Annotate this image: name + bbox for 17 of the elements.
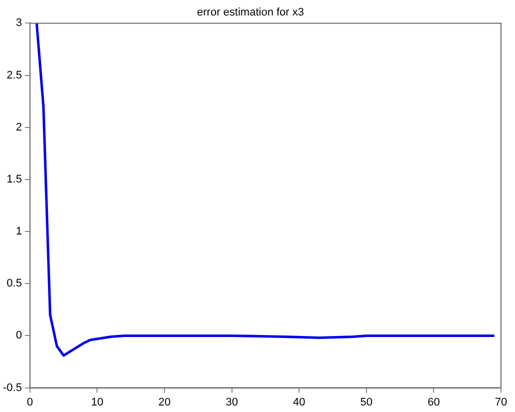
x-tick-label: 30 bbox=[226, 396, 238, 408]
y-tick-label: 3 bbox=[16, 17, 22, 30]
y-tick-label: 0.5 bbox=[6, 278, 22, 290]
y-tick-label: 2 bbox=[16, 121, 22, 134]
x-tick-label: 50 bbox=[360, 396, 373, 408]
y-tick-label: 2.5 bbox=[6, 69, 22, 82]
x-tick-label: 70 bbox=[494, 396, 508, 408]
x-tick-label: 60 bbox=[428, 396, 440, 408]
y-tick-label: 1 bbox=[16, 226, 22, 238]
y-tick-label: 1.5 bbox=[6, 173, 22, 186]
x-tick-label: 20 bbox=[158, 396, 171, 408]
x-tick-label: 40 bbox=[293, 396, 306, 408]
y-tick-label: 0 bbox=[16, 330, 22, 342]
x-tick-label: 10 bbox=[91, 396, 104, 408]
chart-title: error estimation for x3 bbox=[197, 6, 304, 19]
y-tick-label: -0.5 bbox=[2, 382, 22, 394]
x-tick-label: 0 bbox=[26, 396, 34, 408]
